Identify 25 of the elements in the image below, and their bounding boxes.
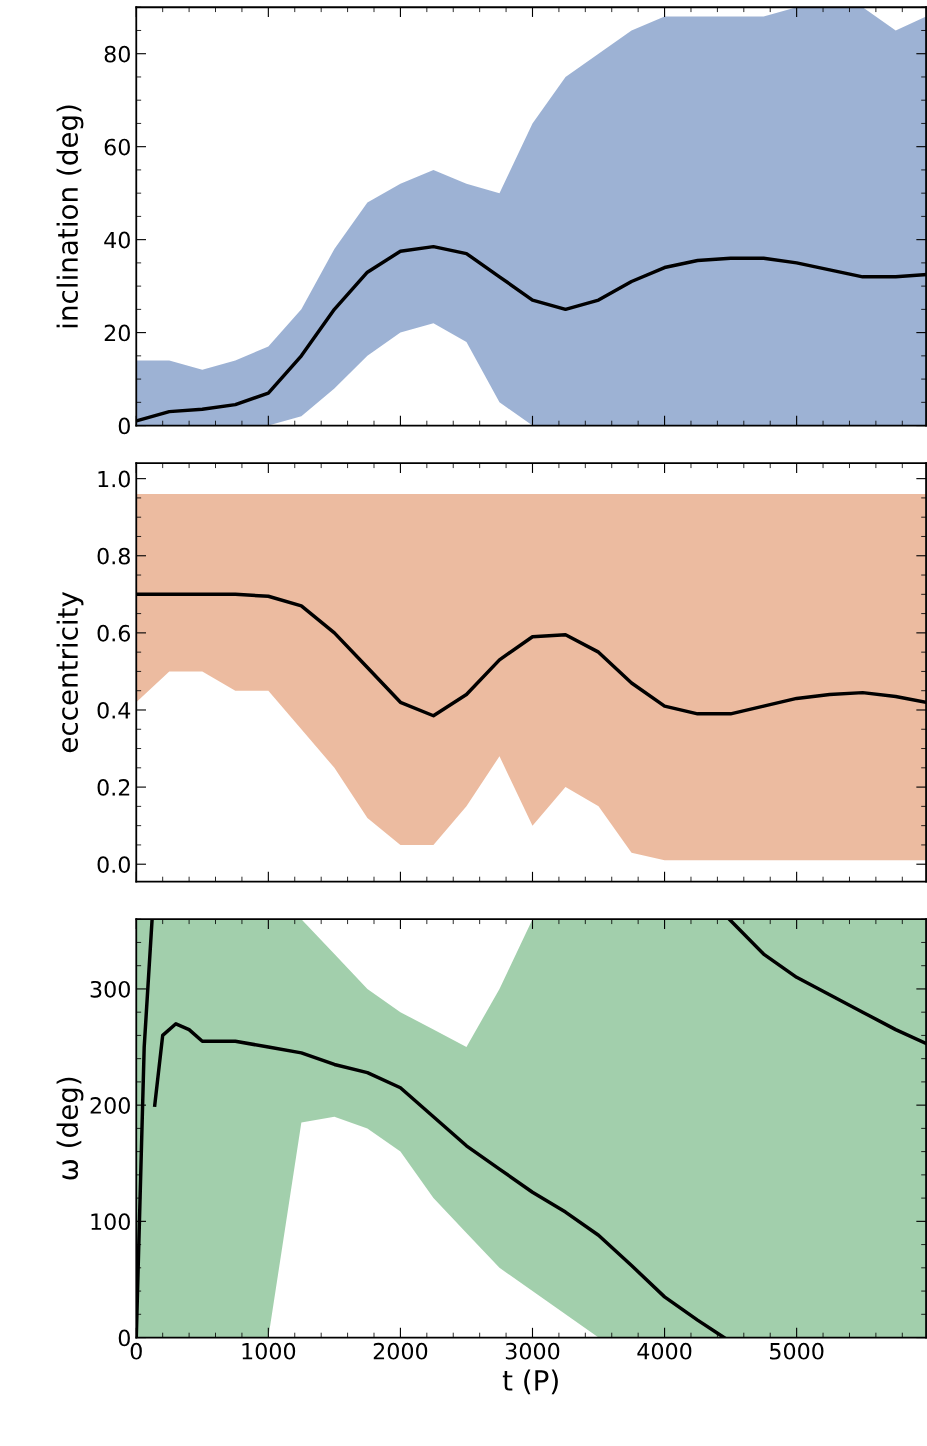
y-axis-title: eccentricity <box>56 591 84 753</box>
y-tick-label: 1.0 <box>98 470 130 488</box>
x-axis-title: t (P) <box>502 1369 558 1395</box>
x-tick-label: 0 <box>130 1342 142 1360</box>
y-tick-label: 200 <box>90 1097 130 1114</box>
y-axis-title: inclination (deg) <box>56 105 84 328</box>
y-axis-title: ω (deg) <box>56 1077 84 1180</box>
y-tick-label: 300 <box>90 980 130 998</box>
x-tick-label: 4000 <box>637 1342 692 1360</box>
y-tick-label: 100 <box>91 1213 130 1231</box>
y-tick-label: 0.4 <box>97 701 131 719</box>
y-tick-label: 0.6 <box>97 624 131 642</box>
y-tick-label: 60 <box>104 138 130 156</box>
y-tick-label: 0.2 <box>97 779 130 796</box>
y-tick-label: 0.0 <box>97 856 130 873</box>
y-tick-label: 20 <box>104 324 130 342</box>
x-tick-label: 1000 <box>242 1342 296 1360</box>
y-tick-label: 40 <box>104 231 130 249</box>
y-tick-label: 0 <box>118 1329 130 1347</box>
x-tick-label: 3000 <box>505 1342 560 1360</box>
x-tick-label: 5000 <box>770 1342 824 1360</box>
y-tick-label: 0 <box>118 417 130 435</box>
y-tick-label: 80 <box>104 45 130 63</box>
x-tick-label: 2000 <box>373 1342 428 1360</box>
y-tick-label: 0.8 <box>97 547 130 565</box>
